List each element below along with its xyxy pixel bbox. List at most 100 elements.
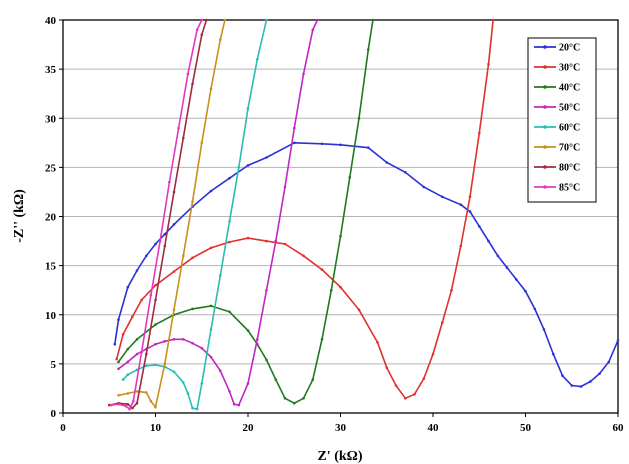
data-point xyxy=(468,210,472,213)
series-2 xyxy=(115,18,495,400)
data-point xyxy=(219,38,222,41)
data-point xyxy=(186,72,190,76)
data-point xyxy=(140,298,143,302)
legend-label: 60°C xyxy=(559,123,580,134)
data-point xyxy=(316,18,319,22)
data-point xyxy=(561,374,564,378)
data-point xyxy=(265,239,268,243)
data-point xyxy=(172,370,176,374)
y-axis-title: -Z'' (kΩ) xyxy=(12,189,27,243)
data-point xyxy=(132,399,135,403)
data-point xyxy=(589,380,592,383)
x-tick-label: 20 xyxy=(243,422,255,434)
data-point xyxy=(172,270,176,273)
data-point xyxy=(228,176,231,180)
data-point xyxy=(126,285,130,289)
legend-marker xyxy=(543,125,547,129)
data-point xyxy=(255,338,259,341)
data-point xyxy=(255,58,259,61)
data-point xyxy=(228,240,231,244)
series-line xyxy=(111,19,203,411)
y-tick-label: 40 xyxy=(45,15,57,27)
data-point xyxy=(172,308,176,312)
y-tick-label: 30 xyxy=(45,113,57,125)
data-point xyxy=(209,87,213,91)
data-point xyxy=(357,308,361,312)
x-tick-label: 10 xyxy=(150,422,162,434)
data-point xyxy=(246,164,250,167)
data-point xyxy=(117,402,120,406)
data-point xyxy=(579,385,583,388)
data-point xyxy=(542,328,546,331)
data-point xyxy=(219,369,222,373)
x-tick-label: 50 xyxy=(520,422,532,434)
y-tick-label: 35 xyxy=(45,64,57,76)
legend-label: 85°C xyxy=(559,183,580,194)
data-point xyxy=(191,341,194,345)
data-point xyxy=(283,397,287,400)
data-point xyxy=(163,362,167,366)
data-point xyxy=(228,310,231,314)
data-point xyxy=(274,239,278,243)
data-point xyxy=(552,352,555,356)
data-point xyxy=(487,62,490,66)
data-point xyxy=(311,378,315,381)
data-point xyxy=(459,244,463,248)
data-point xyxy=(450,288,453,292)
data-point xyxy=(191,200,194,204)
series-line xyxy=(109,19,208,410)
data-point xyxy=(357,117,361,120)
data-point xyxy=(274,378,278,381)
data-point xyxy=(191,406,194,410)
data-point xyxy=(320,338,324,341)
data-point xyxy=(339,234,342,238)
data-point xyxy=(158,239,162,243)
legend-label: 40°C xyxy=(559,83,580,94)
data-point xyxy=(205,18,208,22)
data-point xyxy=(330,288,333,292)
data-point xyxy=(570,384,574,387)
y-axis-ticks: 0 5 10 15 20 25 30 35 40 xyxy=(45,15,63,420)
data-point xyxy=(154,363,157,367)
series-6 xyxy=(117,18,227,409)
data-point xyxy=(172,338,176,341)
data-point xyxy=(283,242,287,246)
y-tick-label: 0 xyxy=(51,408,57,420)
data-point xyxy=(246,329,250,332)
data-point xyxy=(339,143,342,147)
series-7 xyxy=(108,18,208,410)
x-axis-title: Z' (kΩ) xyxy=(317,449,362,464)
data-point xyxy=(237,403,241,407)
data-point xyxy=(228,390,231,393)
data-point xyxy=(265,288,268,292)
data-point xyxy=(177,126,180,130)
data-point xyxy=(339,285,342,289)
data-point xyxy=(209,246,213,250)
data-point xyxy=(223,18,227,22)
data-point xyxy=(265,358,268,362)
data-point xyxy=(168,180,171,184)
data-point xyxy=(283,185,287,189)
series-line xyxy=(118,19,319,407)
y-tick-label: 5 xyxy=(51,359,57,371)
data-point xyxy=(126,392,130,395)
data-point xyxy=(145,391,148,394)
data-point xyxy=(135,390,139,393)
data-point xyxy=(404,171,407,174)
series-8 xyxy=(109,18,204,411)
legend-label: 20°C xyxy=(559,43,580,54)
data-point xyxy=(413,393,416,396)
y-tick-label: 20 xyxy=(45,212,57,224)
data-point xyxy=(135,352,139,356)
data-point xyxy=(145,254,148,258)
data-point xyxy=(394,384,398,387)
series-5 xyxy=(121,18,268,411)
data-point xyxy=(246,107,250,110)
data-point xyxy=(431,352,435,356)
data-point xyxy=(209,328,213,331)
data-point xyxy=(154,298,157,302)
legend: 20°C 30°C 40°C 50°C 60°C 70°C 80°C 85°C xyxy=(527,37,597,203)
data-point xyxy=(302,397,305,400)
data-point xyxy=(200,18,204,22)
